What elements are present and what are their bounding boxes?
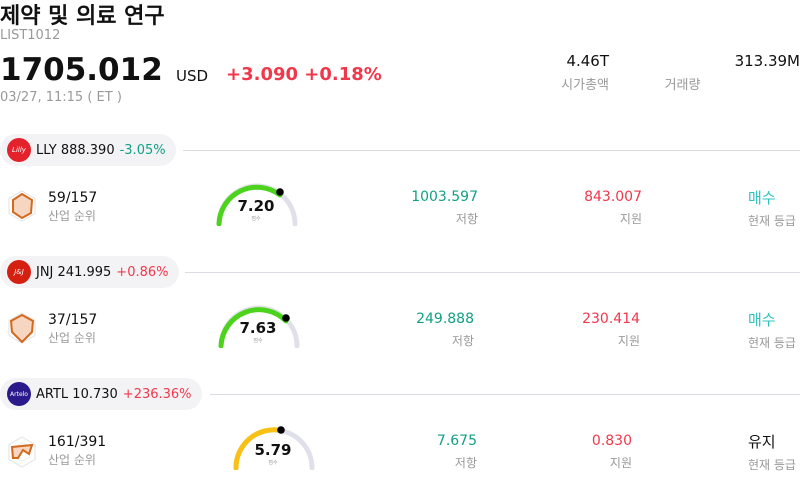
current-grade-label: 현재 등급 (748, 458, 796, 472)
score-label: 점수 (268, 460, 278, 466)
price-change: +3.090 +0.18% (226, 64, 382, 85)
resistance-value: 7.675 (436, 433, 477, 449)
divider (185, 272, 800, 273)
market-cap-stat: 4.46T 시가총액 (561, 52, 609, 93)
timestamp: 03/27, 11:15 ( ET ) (0, 90, 122, 105)
resistance-value: 249.888 (416, 311, 474, 327)
page-title: 제약 및 의료 연구 (0, 4, 165, 29)
resistance-label: 저항 (455, 212, 478, 226)
currency-label: USD (176, 67, 209, 85)
divider (210, 394, 800, 395)
support-value: 0.830 (591, 433, 632, 449)
industry-rank-label: 산업 순위 (48, 453, 96, 467)
stock-symbol-price: LLY 888.390 (36, 142, 115, 158)
stock-section-lly: Lilly LLY 888.390 -3.05% 59/157 산업 순위 7.… (0, 134, 800, 254)
list-code: LIST1012 (0, 28, 61, 43)
support-value: 843.007 (584, 189, 642, 205)
current-grade-value: 유지 (748, 433, 776, 451)
index-price: 1705.012 (0, 52, 163, 88)
gauge-arc-icon (216, 183, 298, 227)
support-label: 지원 (617, 334, 640, 348)
resistance-label: 저항 (451, 334, 474, 348)
market-cap-label: 시가총액 (561, 78, 609, 93)
market-cap-value: 4.46T (566, 52, 609, 70)
score-value: 7.63 (239, 319, 277, 337)
support-label: 지원 (609, 456, 632, 470)
stock-chip-jnj[interactable]: J&J JNJ 241.995 +0.86% (0, 256, 179, 288)
radar-rank-icon (8, 436, 36, 468)
industry-rank-value: 161/391 (48, 434, 107, 450)
divider (183, 150, 800, 151)
gauge-arc-icon (233, 426, 315, 471)
industry-rank-label: 산업 순위 (48, 331, 96, 345)
industry-rank-label: 산업 순위 (48, 209, 96, 223)
score-value: 5.79 (254, 441, 292, 459)
jnj-logo-icon: J&J (7, 260, 31, 284)
score-gauge: 7.63 점수 (217, 302, 307, 352)
stock-change-pct: -3.05% (119, 142, 166, 158)
resistance-value: 1003.597 (411, 189, 478, 205)
volume-stat: 313.39M 거래량 (665, 52, 800, 93)
stock-section-jnj: J&J JNJ 241.995 +0.86% 37/157 산업 순위 7.63… (0, 256, 800, 376)
stock-change-pct: +236.36% (122, 386, 192, 402)
stock-chip-lly[interactable]: Lilly LLY 888.390 -3.05% (0, 134, 176, 166)
artl-logo-icon: Artelo (7, 382, 31, 406)
stock-section-artl: Artelo ARTL 10.730 +236.36% 161/391 산업 순… (0, 378, 800, 488)
volume-label: 거래량 (664, 78, 701, 93)
score-value: 7.20 (237, 197, 275, 215)
stock-symbol-price: JNJ 241.995 (36, 264, 112, 280)
stock-symbol-price: ARTL 10.730 (36, 386, 118, 402)
current-grade-label: 현재 등급 (748, 336, 796, 350)
stock-chip-artl[interactable]: Artelo ARTL 10.730 +236.36% (0, 378, 202, 410)
industry-rank-value: 37/157 (48, 312, 98, 328)
score-gauge: 5.79 점수 (232, 424, 322, 474)
current-grade-value: 매수 (748, 311, 776, 329)
current-grade-label: 현재 등급 (748, 214, 796, 228)
support-label: 지원 (619, 212, 642, 226)
current-grade-value: 매수 (748, 189, 776, 207)
stock-change-pct: +0.86% (116, 264, 169, 280)
lly-logo-icon: Lilly (7, 138, 31, 162)
score-gauge: 7.20 점수 (215, 180, 305, 230)
radar-rank-icon (8, 190, 36, 222)
score-label: 점수 (251, 216, 261, 222)
gauge-arc-icon (218, 305, 300, 349)
volume-value: 313.39M (734, 52, 800, 70)
resistance-label: 저항 (454, 456, 477, 470)
radar-rank-icon (8, 312, 36, 344)
industry-rank-value: 59/157 (48, 190, 98, 206)
score-label: 점수 (253, 338, 263, 344)
support-value: 230.414 (582, 311, 640, 327)
